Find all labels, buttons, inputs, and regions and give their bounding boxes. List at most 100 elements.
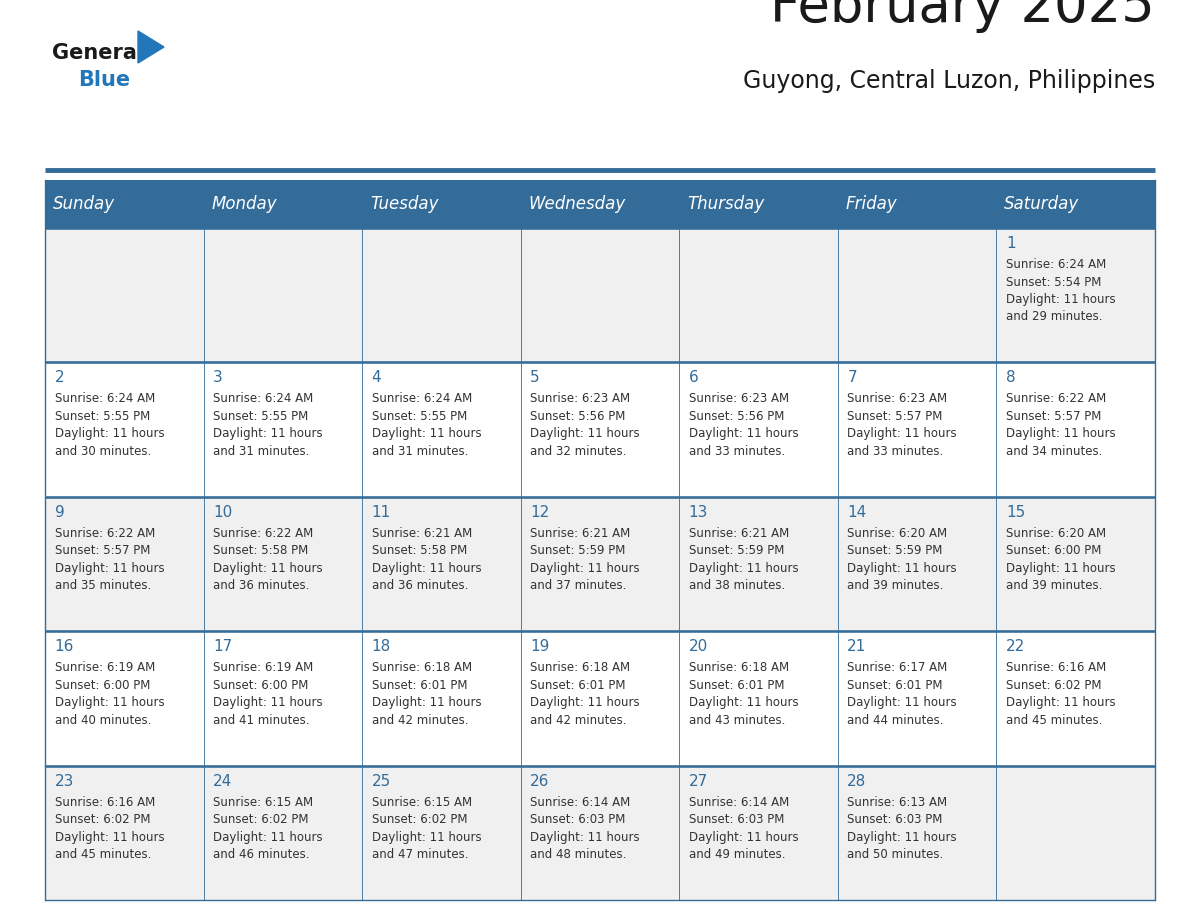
Text: Sunday: Sunday [53, 195, 115, 213]
Text: Sunrise: 6:20 AM
Sunset: 5:59 PM
Daylight: 11 hours
and 39 minutes.: Sunrise: 6:20 AM Sunset: 5:59 PM Dayligh… [847, 527, 958, 592]
Text: Sunrise: 6:18 AM
Sunset: 6:01 PM
Daylight: 11 hours
and 43 minutes.: Sunrise: 6:18 AM Sunset: 6:01 PM Dayligh… [689, 661, 798, 727]
Bar [838, 180, 997, 228]
Text: Sunrise: 6:16 AM
Sunset: 6:02 PM
Daylight: 11 hours
and 45 minutes.: Sunrise: 6:16 AM Sunset: 6:02 PM Dayligh… [1006, 661, 1116, 727]
Text: Sunrise: 6:19 AM
Sunset: 6:00 PM
Daylight: 11 hours
and 40 minutes.: Sunrise: 6:19 AM Sunset: 6:00 PM Dayligh… [55, 661, 164, 727]
Text: 12: 12 [530, 505, 550, 520]
Text: Monday: Monday [211, 195, 277, 213]
Text: Tuesday: Tuesday [371, 195, 438, 213]
Bar [997, 766, 1155, 900]
Bar [520, 497, 680, 632]
Text: Sunrise: 6:15 AM
Sunset: 6:02 PM
Daylight: 11 hours
and 46 minutes.: Sunrise: 6:15 AM Sunset: 6:02 PM Dayligh… [213, 796, 323, 861]
Bar [838, 497, 997, 632]
Bar [997, 228, 1155, 363]
Bar [997, 363, 1155, 497]
Text: Sunrise: 6:23 AM
Sunset: 5:56 PM
Daylight: 11 hours
and 32 minutes.: Sunrise: 6:23 AM Sunset: 5:56 PM Dayligh… [530, 392, 640, 458]
Bar [45, 632, 203, 766]
Bar [997, 497, 1155, 632]
Text: Sunrise: 6:22 AM
Sunset: 5:57 PM
Daylight: 11 hours
and 35 minutes.: Sunrise: 6:22 AM Sunset: 5:57 PM Dayligh… [55, 527, 164, 592]
Text: Sunrise: 6:24 AM
Sunset: 5:55 PM
Daylight: 11 hours
and 31 minutes.: Sunrise: 6:24 AM Sunset: 5:55 PM Dayligh… [372, 392, 481, 458]
Text: Sunrise: 6:20 AM
Sunset: 6:00 PM
Daylight: 11 hours
and 39 minutes.: Sunrise: 6:20 AM Sunset: 6:00 PM Dayligh… [1006, 527, 1116, 592]
Text: Sunrise: 6:23 AM
Sunset: 5:56 PM
Daylight: 11 hours
and 33 minutes.: Sunrise: 6:23 AM Sunset: 5:56 PM Dayligh… [689, 392, 798, 458]
Bar [362, 363, 520, 497]
Text: February 2025: February 2025 [770, 0, 1155, 33]
Bar [520, 766, 680, 900]
Text: 23: 23 [55, 774, 74, 789]
Bar [203, 766, 362, 900]
Text: 8: 8 [1006, 370, 1016, 386]
Text: Sunrise: 6:24 AM
Sunset: 5:55 PM
Daylight: 11 hours
and 30 minutes.: Sunrise: 6:24 AM Sunset: 5:55 PM Dayligh… [55, 392, 164, 458]
Bar [203, 632, 362, 766]
Text: Sunrise: 6:24 AM
Sunset: 5:55 PM
Daylight: 11 hours
and 31 minutes.: Sunrise: 6:24 AM Sunset: 5:55 PM Dayligh… [213, 392, 323, 458]
Bar [45, 766, 203, 900]
Text: 3: 3 [213, 370, 223, 386]
Bar [680, 363, 838, 497]
Text: 14: 14 [847, 505, 866, 520]
Bar [45, 363, 203, 497]
Text: 18: 18 [372, 639, 391, 655]
Text: 7: 7 [847, 370, 857, 386]
Text: Sunrise: 6:21 AM
Sunset: 5:59 PM
Daylight: 11 hours
and 37 minutes.: Sunrise: 6:21 AM Sunset: 5:59 PM Dayligh… [530, 527, 640, 592]
Text: 6: 6 [689, 370, 699, 386]
Text: Friday: Friday [846, 195, 898, 213]
Text: Sunrise: 6:22 AM
Sunset: 5:57 PM
Daylight: 11 hours
and 34 minutes.: Sunrise: 6:22 AM Sunset: 5:57 PM Dayligh… [1006, 392, 1116, 458]
Bar [997, 180, 1155, 228]
Text: Thursday: Thursday [687, 195, 764, 213]
Text: 1: 1 [1006, 236, 1016, 251]
Bar [997, 632, 1155, 766]
Text: Sunrise: 6:15 AM
Sunset: 6:02 PM
Daylight: 11 hours
and 47 minutes.: Sunrise: 6:15 AM Sunset: 6:02 PM Dayligh… [372, 796, 481, 861]
Text: 28: 28 [847, 774, 866, 789]
Bar [680, 180, 838, 228]
Bar [45, 228, 203, 363]
Text: 22: 22 [1006, 639, 1025, 655]
Bar [838, 228, 997, 363]
Text: 24: 24 [213, 774, 233, 789]
Bar [362, 497, 520, 632]
Text: 21: 21 [847, 639, 866, 655]
Text: Sunrise: 6:19 AM
Sunset: 6:00 PM
Daylight: 11 hours
and 41 minutes.: Sunrise: 6:19 AM Sunset: 6:00 PM Dayligh… [213, 661, 323, 727]
Text: Blue: Blue [78, 70, 131, 90]
Text: 11: 11 [372, 505, 391, 520]
Text: 26: 26 [530, 774, 550, 789]
Bar [362, 766, 520, 900]
Bar [45, 497, 203, 632]
Text: Guyong, Central Luzon, Philippines: Guyong, Central Luzon, Philippines [742, 69, 1155, 93]
Bar [680, 497, 838, 632]
Bar [203, 363, 362, 497]
Text: Sunrise: 6:16 AM
Sunset: 6:02 PM
Daylight: 11 hours
and 45 minutes.: Sunrise: 6:16 AM Sunset: 6:02 PM Dayligh… [55, 796, 164, 861]
Bar [680, 228, 838, 363]
Text: 10: 10 [213, 505, 233, 520]
Text: 16: 16 [55, 639, 74, 655]
Text: Sunrise: 6:18 AM
Sunset: 6:01 PM
Daylight: 11 hours
and 42 minutes.: Sunrise: 6:18 AM Sunset: 6:01 PM Dayligh… [530, 661, 640, 727]
Text: 17: 17 [213, 639, 233, 655]
Text: 9: 9 [55, 505, 64, 520]
Text: Sunrise: 6:22 AM
Sunset: 5:58 PM
Daylight: 11 hours
and 36 minutes.: Sunrise: 6:22 AM Sunset: 5:58 PM Dayligh… [213, 527, 323, 592]
Bar [838, 766, 997, 900]
Bar [203, 180, 362, 228]
Bar [520, 632, 680, 766]
Text: Sunrise: 6:13 AM
Sunset: 6:03 PM
Daylight: 11 hours
and 50 minutes.: Sunrise: 6:13 AM Sunset: 6:03 PM Dayligh… [847, 796, 958, 861]
Text: Wednesday: Wednesday [529, 195, 626, 213]
Bar [838, 632, 997, 766]
Polygon shape [138, 31, 164, 63]
Bar [203, 228, 362, 363]
Bar [362, 180, 520, 228]
Text: Sunrise: 6:21 AM
Sunset: 5:58 PM
Daylight: 11 hours
and 36 minutes.: Sunrise: 6:21 AM Sunset: 5:58 PM Dayligh… [372, 527, 481, 592]
Bar [520, 363, 680, 497]
Text: 20: 20 [689, 639, 708, 655]
Text: General: General [52, 43, 144, 63]
Text: Sunrise: 6:23 AM
Sunset: 5:57 PM
Daylight: 11 hours
and 33 minutes.: Sunrise: 6:23 AM Sunset: 5:57 PM Dayligh… [847, 392, 958, 458]
Bar [838, 363, 997, 497]
Text: 5: 5 [530, 370, 539, 386]
Text: 2: 2 [55, 370, 64, 386]
Bar [362, 632, 520, 766]
Text: 27: 27 [689, 774, 708, 789]
Text: 25: 25 [372, 774, 391, 789]
Bar [45, 180, 203, 228]
Bar [680, 632, 838, 766]
Text: 15: 15 [1006, 505, 1025, 520]
Bar [203, 497, 362, 632]
Text: Sunrise: 6:21 AM
Sunset: 5:59 PM
Daylight: 11 hours
and 38 minutes.: Sunrise: 6:21 AM Sunset: 5:59 PM Dayligh… [689, 527, 798, 592]
Text: Saturday: Saturday [1004, 195, 1080, 213]
Bar [680, 766, 838, 900]
Text: 19: 19 [530, 639, 550, 655]
